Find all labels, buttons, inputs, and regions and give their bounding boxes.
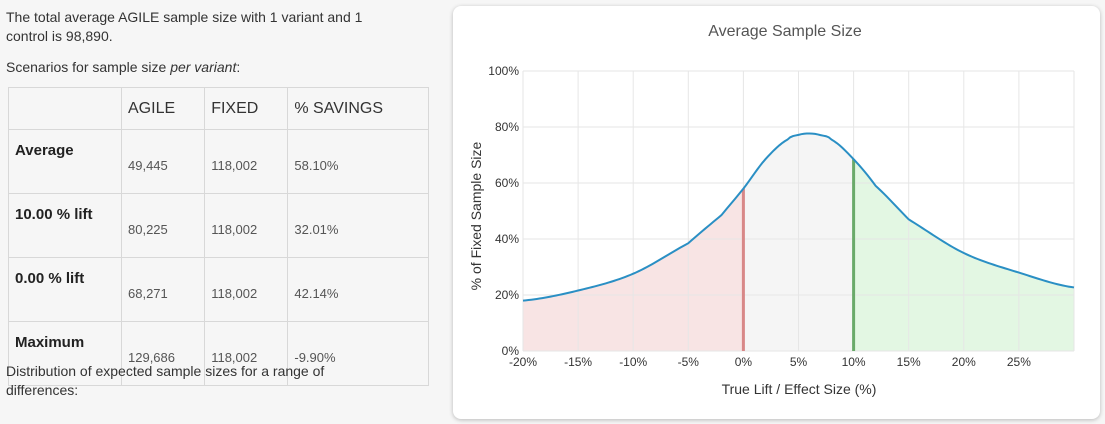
y-tick-label: 20% <box>495 288 519 302</box>
summary-line-1: The total average AGILE sample size with… <box>6 9 363 25</box>
scenarios-table: AGILE FIXED % SAVINGS Average 49,445 118… <box>8 87 429 386</box>
agile-value: 129,686 <box>120 321 206 386</box>
x-tick-label: -5% <box>678 355 700 369</box>
savings-value: -9.90% <box>287 321 429 386</box>
scenarios-label-text: Scenarios for sample size <box>6 59 171 75</box>
summary-text: The total average AGILE sample size with… <box>6 8 436 46</box>
fixed-value: 118,002 <box>204 321 289 386</box>
table-row: 0.00 % lift 68,271 118,002 42.14% <box>8 257 429 322</box>
distribution-line-1: Distribution of expected sample sizes fo… <box>6 363 325 379</box>
distribution-text: Distribution of expected sample sizes fo… <box>6 362 386 400</box>
results-panel: The total average AGILE sample size with… <box>6 0 436 75</box>
sample-size-chart: Average Sample Size 0% 20% 40% 60% 80% 100% -… <box>468 23 1075 397</box>
y-axis-label: % of Fixed Sample Size <box>468 141 484 290</box>
header-savings: % SAVINGS <box>287 87 429 130</box>
x-tick-label: -15% <box>564 355 592 369</box>
x-tick-label: -20% <box>509 355 537 369</box>
x-tick-label: 10% <box>842 355 866 369</box>
agile-value: 80,225 <box>120 193 206 258</box>
row-label: 0.00 % lift <box>8 257 122 322</box>
x-axis-label: True Lift / Effect Size (%) <box>722 381 877 397</box>
x-tick-label: 25% <box>1007 355 1031 369</box>
y-axis-ticks: 0% 20% 40% 60% 80% 100% <box>488 64 519 358</box>
summary-line-2: control is 98,890. <box>6 28 113 44</box>
table-row: Average 49,445 118,002 58.10% <box>8 129 429 194</box>
chart-card: Average Sample Size 0% 20% 40% 60% 80% 100% -… <box>453 6 1100 419</box>
chart-markers <box>741 159 856 351</box>
fixed-value: 118,002 <box>204 193 289 258</box>
table-row: 10.00 % lift 80,225 118,002 32.01% <box>8 193 429 258</box>
agile-value: 49,445 <box>120 129 206 194</box>
x-tick-label: 20% <box>952 355 976 369</box>
header-fixed: FIXED <box>204 87 289 130</box>
y-tick-label: 0% <box>502 344 520 358</box>
x-tick-label: 5% <box>790 355 808 369</box>
y-tick-label: 40% <box>495 232 519 246</box>
distribution-line-2: differences: <box>6 382 79 398</box>
fixed-value: 118,002 <box>204 257 289 322</box>
y-tick-label: 60% <box>495 176 519 190</box>
table-header-row: AGILE FIXED % SAVINGS <box>8 87 429 130</box>
savings-value: 32.01% <box>287 193 429 258</box>
row-label: 10.00 % lift <box>8 193 122 258</box>
x-tick-label: 15% <box>897 355 921 369</box>
savings-value: 58.10% <box>287 129 429 194</box>
x-axis-ticks: -20% -15% -10% -5% 0% 5% 10% 15% 20% 25% <box>509 355 1031 369</box>
table-row: Maximum 129,686 118,002 -9.90% <box>8 321 429 386</box>
y-tick-label: 80% <box>495 120 519 134</box>
x-tick-label: 0% <box>735 355 753 369</box>
fixed-value: 118,002 <box>204 129 289 194</box>
header-blank <box>8 87 122 130</box>
row-label: Maximum <box>8 321 122 386</box>
agile-value: 68,271 <box>120 257 206 322</box>
y-tick-label: 100% <box>488 64 519 78</box>
x-tick-label: -10% <box>619 355 647 369</box>
scenarios-label-colon: : <box>236 59 241 75</box>
scenarios-label: Scenarios for sample size per variant: <box>6 59 436 75</box>
savings-value: 42.14% <box>287 257 429 322</box>
scenarios-label-emphasis: per variant <box>170 59 237 75</box>
chart-title: Average Sample Size <box>708 23 862 40</box>
header-agile: AGILE <box>120 87 206 130</box>
row-label: Average <box>8 129 122 194</box>
sample-size-curve <box>522 132 1075 302</box>
